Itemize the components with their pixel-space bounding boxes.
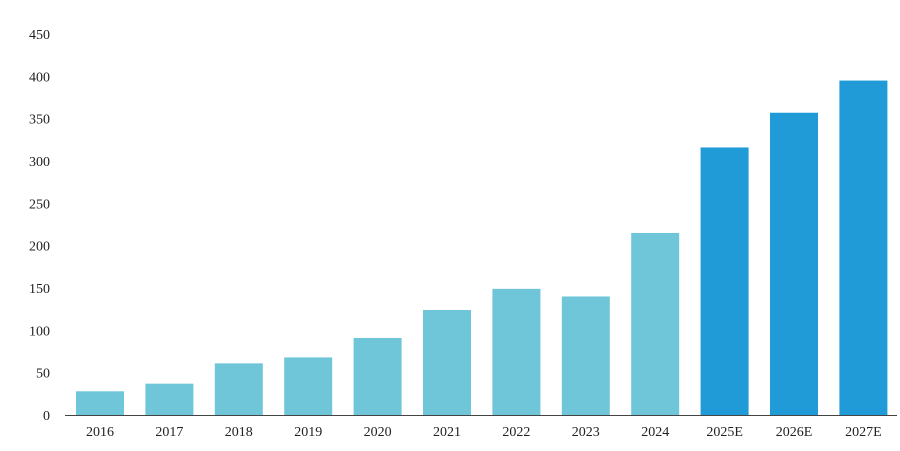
y-tick-label: 150 [29, 282, 50, 297]
bar-2026E [770, 112, 818, 416]
bars-group [76, 80, 888, 416]
x-tick-label: 2019 [294, 425, 322, 440]
bar-2018 [214, 363, 263, 415]
y-tick-label: 250 [29, 197, 50, 212]
x-tick-label: 2016 [86, 425, 114, 440]
bar-2023 [561, 296, 610, 415]
x-axis: 2016 2017 2018 2019 2020 2021 2022 2023 2024 2025… [86, 425, 882, 440]
x-tick-label: 2027E [845, 425, 882, 440]
bar-2024 [631, 232, 680, 415]
y-tick-label: 400 [29, 70, 50, 85]
x-tick-label: 2023 [572, 425, 600, 440]
bar-2017 [145, 383, 194, 415]
bar-2016 [76, 391, 124, 415]
bar-2020 [353, 337, 402, 415]
x-tick-label: 2020 [364, 425, 392, 440]
x-tick-label: 2018 [225, 425, 253, 440]
x-tick-label: 2025E [706, 425, 743, 440]
x-tick-label: 2026E [776, 425, 813, 440]
bar-2019 [284, 357, 333, 415]
y-tick-label: 450 [29, 28, 50, 43]
y-tick-label: 0 [43, 409, 50, 424]
x-tick-label: 2021 [433, 425, 461, 440]
x-tick-label: 2022 [502, 425, 530, 440]
y-tick-label: 100 [29, 324, 50, 339]
y-tick-label: 300 [29, 155, 50, 170]
y-tick-label: 200 [29, 240, 50, 255]
x-tick-label: 2017 [155, 425, 183, 440]
y-tick-label: 350 [29, 113, 50, 128]
y-tick-label: 50 [36, 367, 50, 382]
bar-2021 [423, 310, 471, 415]
x-tick-label: 2024 [641, 425, 669, 440]
bar-2022 [492, 288, 541, 415]
bar-2025E [700, 147, 749, 415]
y-axis: 0 50 100 150 200 250 300 350 400 450 [29, 28, 50, 424]
bar-2027E [839, 80, 888, 416]
